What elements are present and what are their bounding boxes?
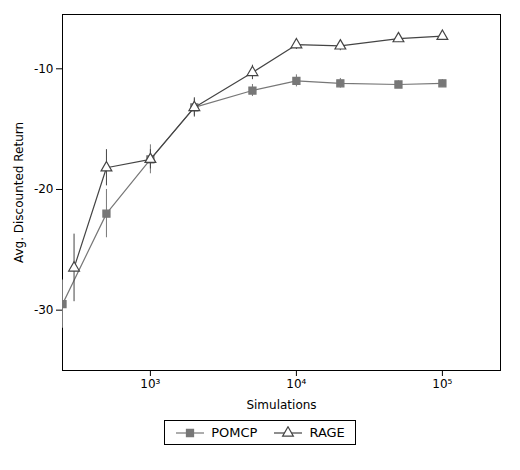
svg-text:10⁴: 10⁴ (286, 377, 306, 391)
svg-text:10⁵: 10⁵ (432, 377, 452, 391)
html-text:RAGE: RAGE (309, 425, 345, 440)
svg-text:Avg. Discounted Return: Avg. Discounted Return (12, 122, 26, 263)
svg-text:-10: -10 (34, 62, 54, 76)
svg-text:-20: -20 (34, 182, 54, 196)
svg-text:10³: 10³ (140, 377, 160, 391)
svg-text:-30: -30 (34, 303, 54, 317)
svg-text:Simulations: Simulations (246, 398, 316, 412)
html-text:POMCP: POMCP (211, 425, 258, 440)
